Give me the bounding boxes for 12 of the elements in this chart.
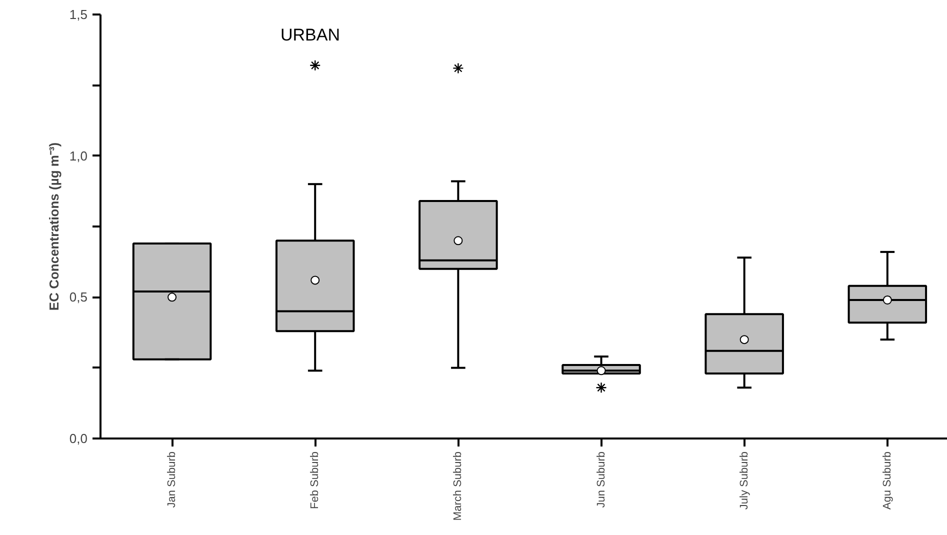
- y-tick-label: 0,5: [69, 290, 88, 305]
- x-tick-label: Jun Suburb: [595, 451, 608, 508]
- y-tick-label: 0,0: [69, 431, 88, 446]
- x-tick-label: Jan Suburb: [166, 451, 178, 508]
- x-tick-label: Agu Suburb: [881, 451, 894, 510]
- y-tick-label: 1,5: [69, 7, 88, 22]
- text: URBAN: [280, 26, 340, 44]
- y-axis-title: EC Concentrations (µg m⁻³): [46, 142, 62, 311]
- y-tick-label: 1,0: [69, 148, 88, 164]
- x-tick-label: July Suburb: [738, 451, 750, 510]
- x-tick-label: March Suburb: [452, 451, 464, 521]
- x-tick-label: Feb Suburb: [309, 451, 322, 509]
